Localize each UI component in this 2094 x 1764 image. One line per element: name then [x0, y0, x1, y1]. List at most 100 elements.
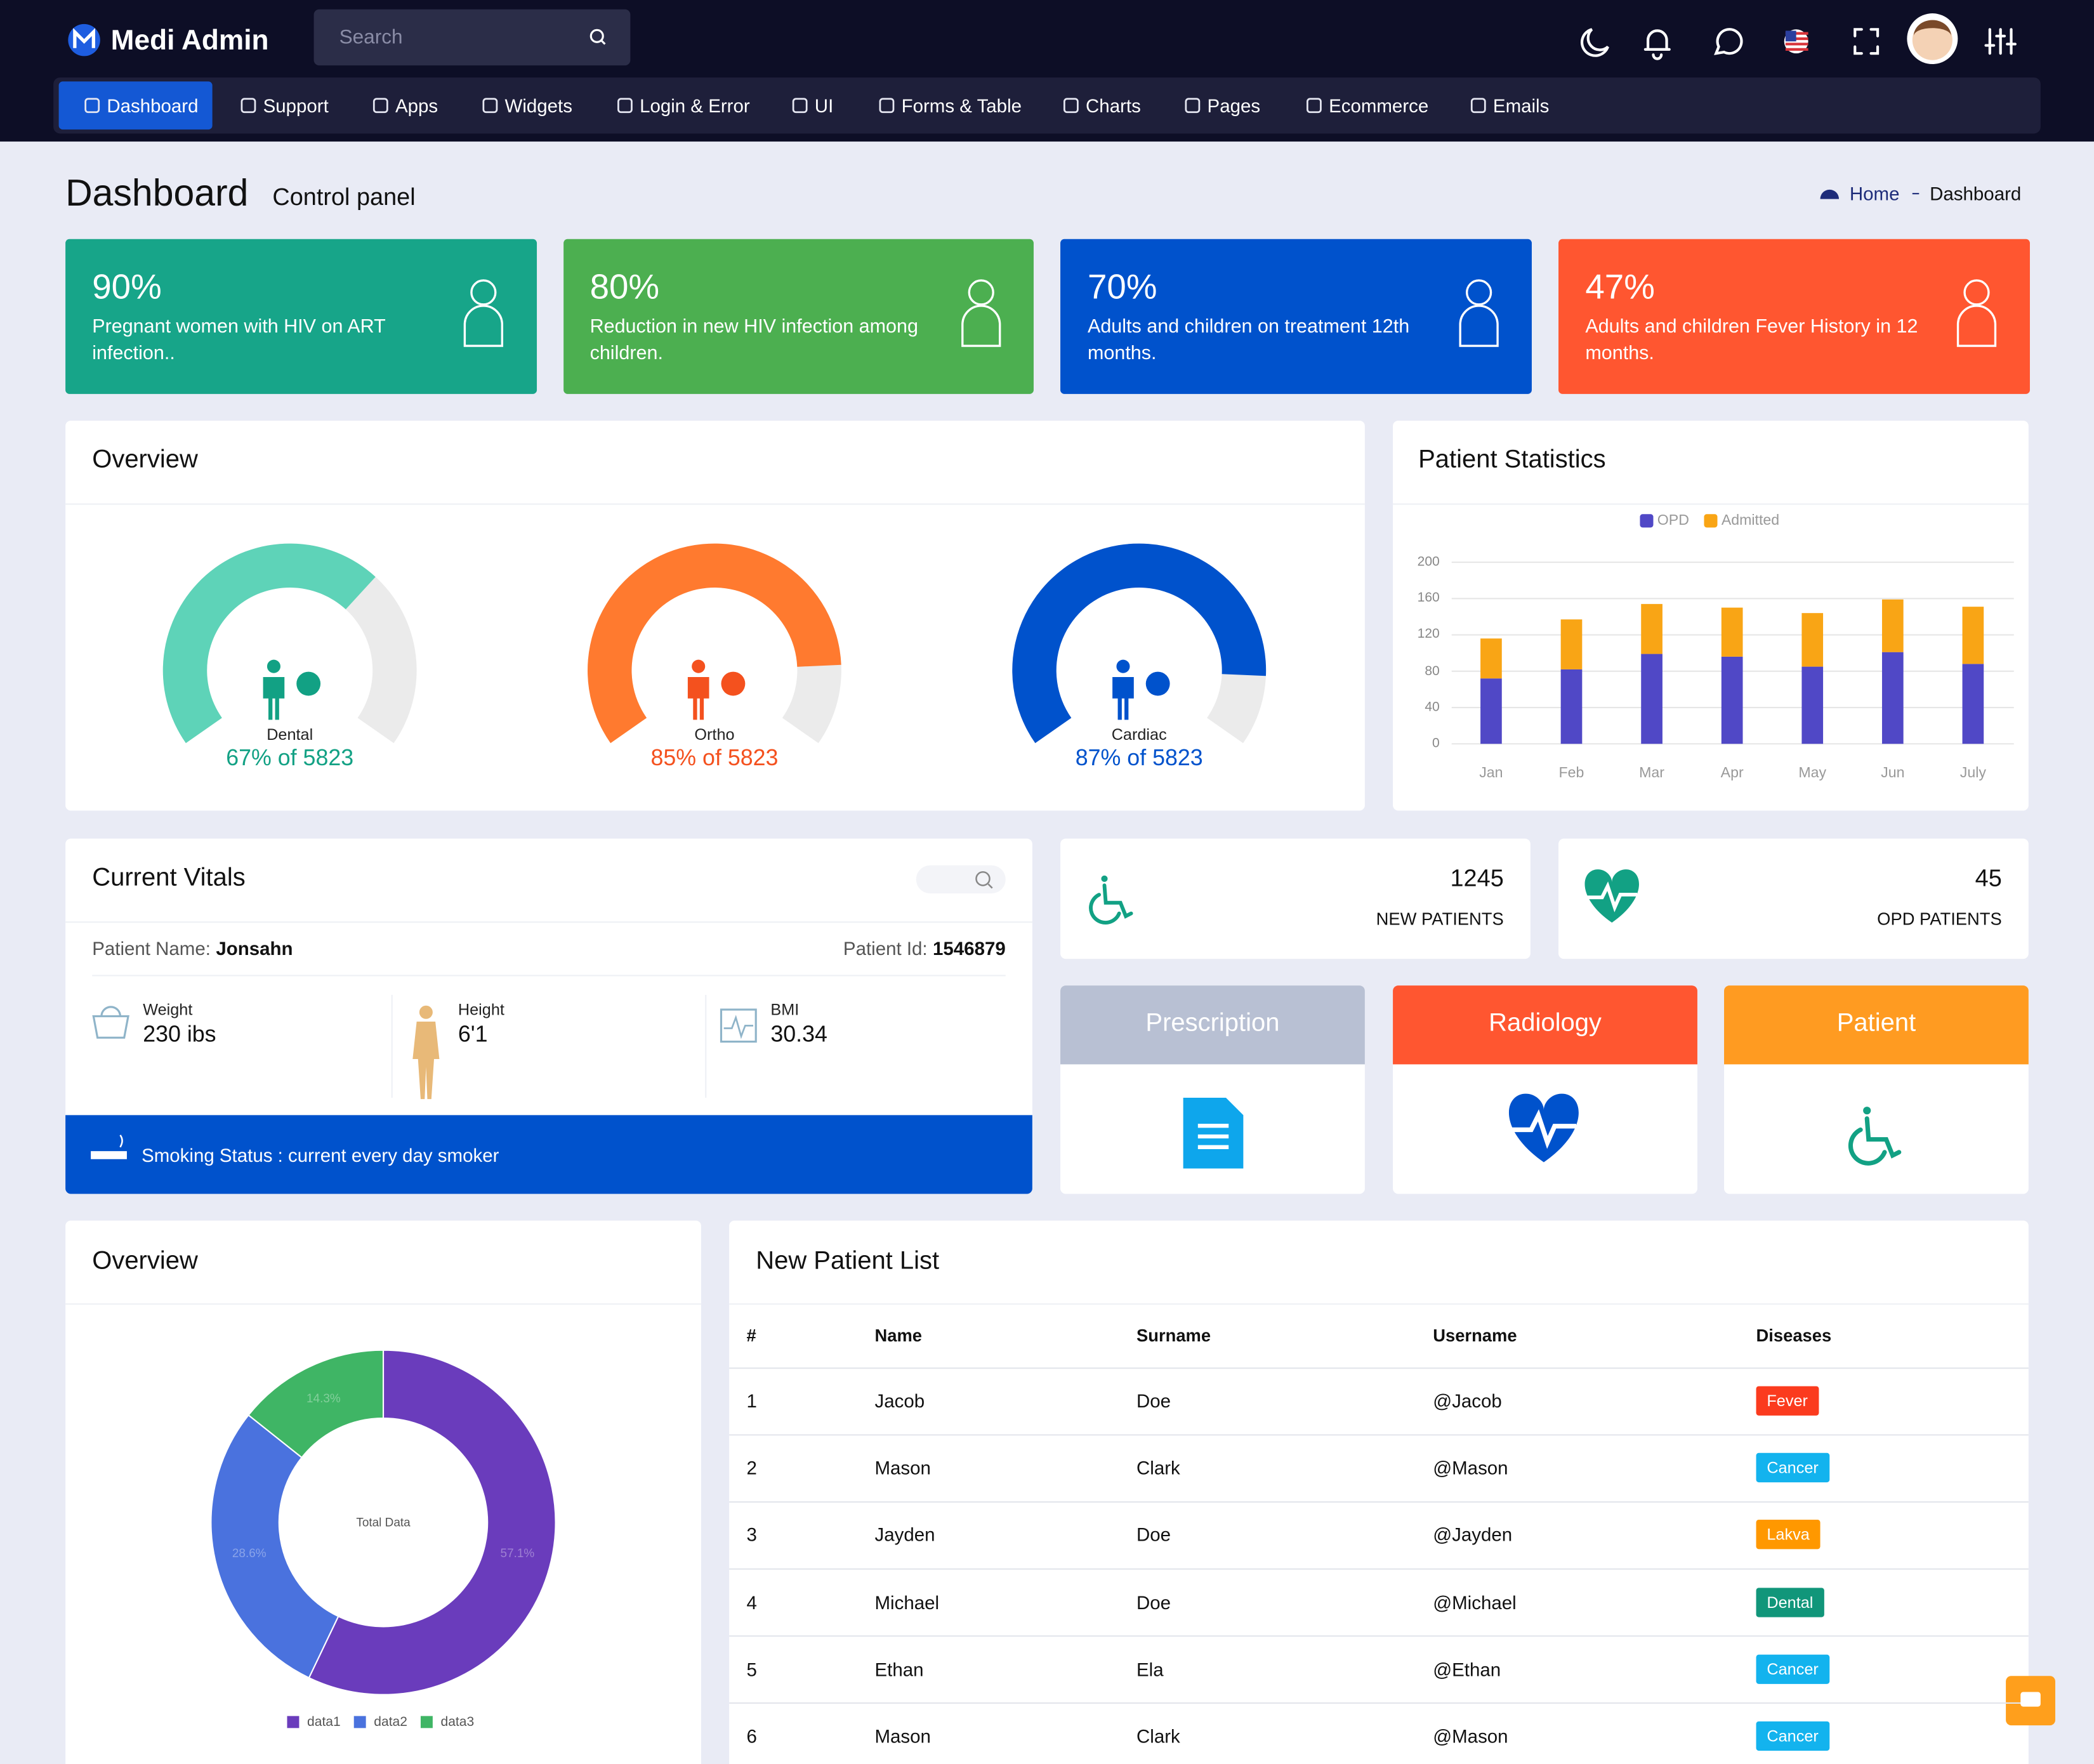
- card-title: Overview: [92, 1247, 198, 1275]
- table-cell: @Jayden: [1433, 1524, 1513, 1546]
- counter-value: 1245: [1450, 864, 1504, 892]
- vitals-search[interactable]: [916, 865, 1006, 893]
- table-cell: Clark: [1136, 1725, 1180, 1747]
- stat-card: [563, 239, 1034, 394]
- stat-text: Pregnant women with HIV on ART infection…: [92, 316, 386, 365]
- nav-item[interactable]: Emails: [1492, 95, 1550, 117]
- brand: Medi Admin: [110, 25, 269, 56]
- legend-label: data1: [307, 1715, 341, 1730]
- card-title: Overview: [92, 445, 198, 475]
- table-cell: @Jacob: [1433, 1390, 1502, 1412]
- disease-badge: Cancer: [1756, 1721, 1829, 1751]
- patient-id: 1546879: [933, 937, 1006, 959]
- card-title: New Patient List: [756, 1247, 940, 1275]
- legend-label: data2: [374, 1715, 407, 1730]
- table-cell: @Mason: [1433, 1725, 1508, 1747]
- table-cell: Doe: [1136, 1524, 1171, 1546]
- nav-item[interactable]: Widgets: [504, 95, 572, 117]
- x-tick-label: Feb: [1558, 765, 1584, 782]
- stat-text: Adults and children Fever History in 12 …: [1585, 316, 1918, 365]
- stat-card: [65, 239, 536, 394]
- x-tick-label: Apr: [1720, 765, 1744, 782]
- stat-value: 47%: [1585, 266, 1655, 307]
- counter-card: [1558, 838, 2029, 959]
- legend-label: data3: [440, 1715, 475, 1730]
- table-cell: Doe: [1136, 1591, 1171, 1613]
- patient-id-label: Patient Id:: [843, 937, 928, 959]
- search-placeholder: Search: [339, 26, 403, 49]
- y-tick-label: 160: [1417, 591, 1440, 606]
- breadcrumb[interactable]: Home: [1849, 183, 1900, 205]
- shortcut-label[interactable]: Prescription: [1145, 1010, 1280, 1038]
- smoking-bar: [65, 1115, 1032, 1194]
- table-cell: Doe: [1136, 1390, 1171, 1412]
- vital-label: Weight: [143, 1000, 193, 1019]
- y-tick-label: 120: [1417, 627, 1440, 643]
- page-subtitle: Control panel: [272, 183, 416, 211]
- nav-item[interactable]: Support: [263, 95, 329, 117]
- table-cell: Mason: [874, 1457, 931, 1479]
- gauge-label: Cardiac: [1111, 725, 1167, 744]
- statistics-card: [1393, 420, 2029, 811]
- nav-item[interactable]: Apps: [395, 95, 438, 117]
- disease-badge: Fever: [1756, 1386, 1819, 1416]
- shortcut-head: [1393, 985, 1697, 1065]
- breadcrumb-home-icon: [1820, 189, 1840, 199]
- vital-value: 30.34: [770, 1022, 827, 1047]
- stat-card: [1558, 239, 2030, 394]
- nav-item[interactable]: Login & Error: [640, 95, 750, 117]
- nav-item[interactable]: Pages: [1207, 95, 1261, 117]
- x-tick-label: Jan: [1479, 765, 1503, 782]
- x-tick-label: Mar: [1639, 765, 1664, 782]
- disease-badge: Lakva: [1756, 1520, 1821, 1550]
- disease-badge: Dental: [1756, 1587, 1824, 1617]
- page-title: Dashboard: [65, 172, 249, 214]
- legend-label: Admitted: [1721, 513, 1780, 529]
- breadcrumb: Dashboard: [1930, 183, 2022, 205]
- donut-center-label: Total Data: [356, 1515, 411, 1529]
- column-header: #: [746, 1325, 756, 1346]
- table-cell: Ela: [1136, 1658, 1164, 1680]
- nav-item[interactable]: UI: [814, 95, 834, 117]
- vital-value: 6'1: [458, 1022, 488, 1047]
- card-title: Patient Statistics: [1418, 445, 1606, 475]
- shortcut-label[interactable]: Radiology: [1489, 1010, 1602, 1038]
- column-header: Username: [1433, 1325, 1517, 1346]
- table-cell: Ethan: [874, 1658, 924, 1680]
- table-cell: 3: [746, 1524, 757, 1546]
- table-cell: @Michael: [1433, 1591, 1517, 1613]
- nav-item[interactable]: Dashboard: [107, 95, 199, 117]
- gauge-value: 87% of 5823: [1075, 745, 1203, 771]
- search-box[interactable]: [313, 9, 631, 66]
- table-cell: 5: [746, 1658, 757, 1680]
- counter-label: NEW PATIENTS: [1376, 909, 1504, 929]
- stat-value: 90%: [92, 266, 162, 307]
- counter-card: [1060, 838, 1531, 959]
- table-cell: Mason: [874, 1725, 931, 1747]
- patient-name: Jonsahn: [216, 937, 293, 959]
- legend-label: OPD: [1657, 513, 1689, 529]
- stat-text: Reduction in new HIV infection among chi…: [589, 316, 918, 365]
- nav-item[interactable]: Ecommerce: [1329, 95, 1429, 117]
- vital-label: Height: [458, 1000, 504, 1019]
- nav-bar: [53, 77, 2041, 134]
- counter-value: 45: [1975, 864, 2002, 892]
- vital-value: 230 ibs: [143, 1022, 216, 1047]
- y-tick-label: 0: [1432, 736, 1440, 751]
- table-cell: @Ethan: [1433, 1658, 1501, 1680]
- chat-button[interactable]: [2006, 1676, 2055, 1726]
- x-tick-label: Jun: [1881, 765, 1905, 782]
- slice-label: 28.6%: [232, 1546, 267, 1560]
- table-cell: @Mason: [1433, 1457, 1508, 1479]
- nav-item[interactable]: Charts: [1086, 95, 1141, 117]
- patient-name-label: Patient Name:: [92, 937, 211, 959]
- nav-item[interactable]: Forms & Table: [901, 95, 1022, 117]
- shortcut-label[interactable]: Patient: [1836, 1010, 1916, 1038]
- gauge-value: 85% of 5823: [650, 745, 779, 771]
- nav-active: [58, 81, 213, 130]
- stat-card: [1060, 239, 1532, 394]
- patient-id-row: Patient Id: 1546879: [843, 937, 1006, 959]
- column-header: Surname: [1136, 1325, 1211, 1346]
